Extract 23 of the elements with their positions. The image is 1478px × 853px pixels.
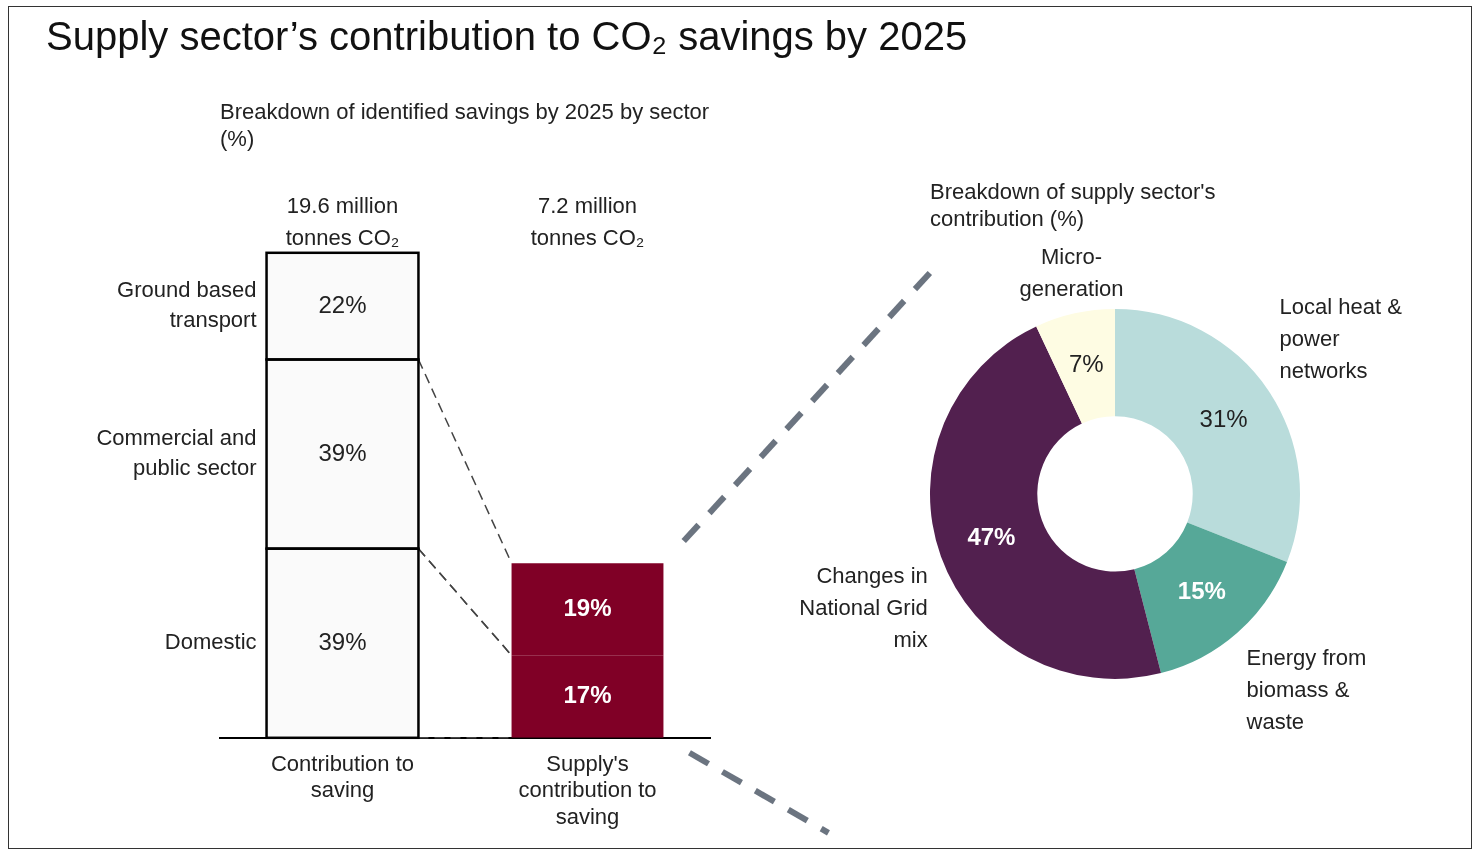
chart-subtitle: Breakdown of supply sector's contribution (%) [930, 179, 1216, 231]
series-label: Domestic [164, 629, 257, 655]
chart-subtitle: Breakdown of identified savings by 2025 by sector (%) [220, 99, 710, 151]
data-label: 31% [1199, 404, 1248, 432]
series-label: Ground based transport [117, 277, 257, 333]
slice-label: Local heat & power networks [1279, 294, 1403, 384]
x-tick-label: Contribution to saving [270, 751, 415, 803]
data-label: 39% [318, 438, 367, 466]
data-label: 39% [318, 627, 367, 655]
text: 7.2 million tonnes CO₂ [530, 192, 645, 250]
slice-label: Energy from biomass & waste [1245, 645, 1367, 735]
slice-label: Micro-generation [1019, 243, 1124, 301]
data-label: 17% [563, 681, 612, 709]
data-label: 7% [1069, 350, 1104, 378]
x-tick-label: Supply's contribution to saving [518, 751, 657, 829]
data-label: 22% [318, 290, 367, 318]
text: 19.6 million tonnes CO₂ [285, 192, 400, 250]
data-label: 47% [967, 523, 1016, 551]
data-label: 15% [1177, 577, 1226, 605]
series-label: Commercial and public sector [96, 425, 257, 481]
data-label: 19% [563, 593, 612, 621]
slice-label: Changes in National Grid mix [799, 563, 928, 653]
chart-title: Supply sector’s contribution to CO₂ savings by 2025 [46, 14, 968, 59]
